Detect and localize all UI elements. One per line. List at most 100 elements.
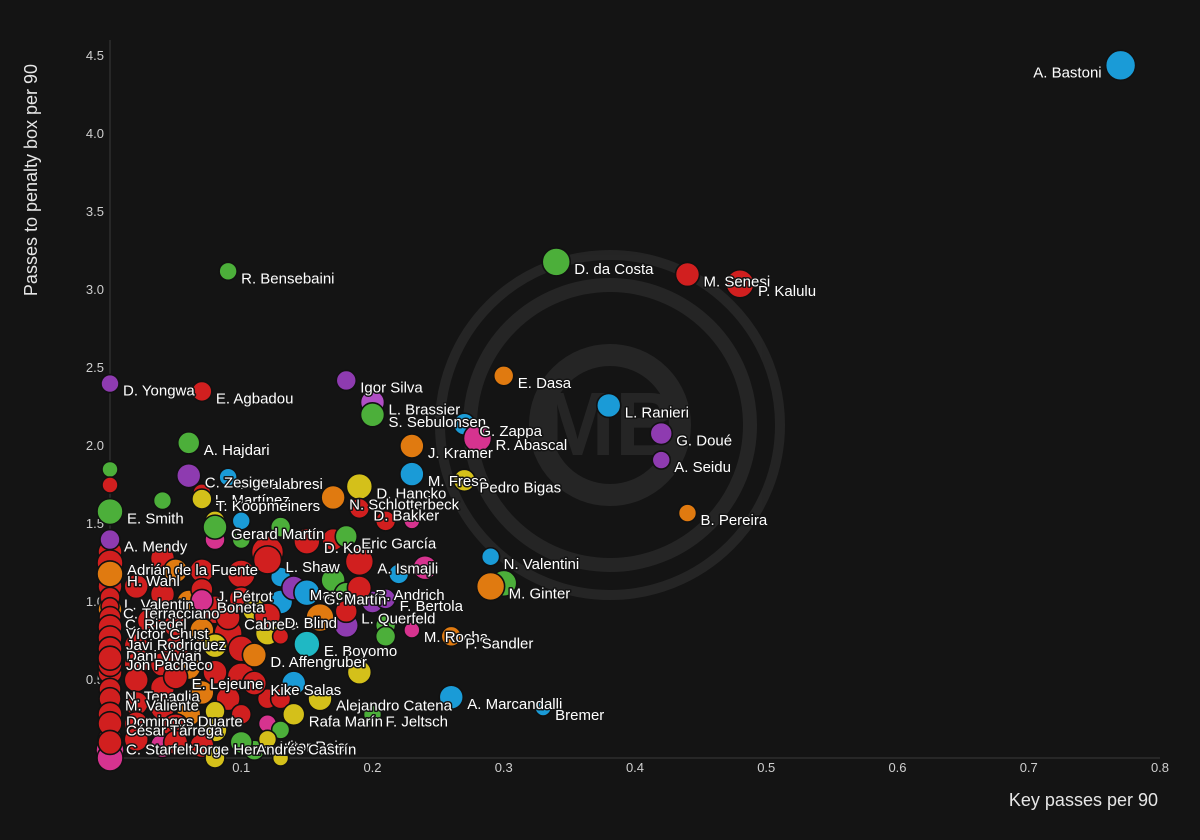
scatter-point <box>204 747 226 769</box>
point-label: Javi Rodríguez <box>126 637 226 654</box>
point-label: C. Riedel <box>125 617 187 634</box>
unlabeled-points <box>95 460 518 772</box>
point-label: J. Pétrot <box>217 589 274 606</box>
x-tick-label: 0.8 <box>1151 760 1169 775</box>
scatter-point <box>374 625 397 648</box>
scatter-point <box>253 602 282 630</box>
point-label: B. Pereira <box>701 512 768 529</box>
scatter-point <box>677 503 698 523</box>
scatter-point <box>136 607 163 634</box>
point-label: Bremer <box>555 707 604 724</box>
point-label: Alejandro Catena <box>336 698 453 715</box>
scatter-point <box>149 695 176 721</box>
scatter-point <box>162 664 189 690</box>
point-label: A. Mendy <box>124 539 188 556</box>
scatter-point <box>346 659 373 686</box>
point-label: M. Ginter <box>509 585 571 602</box>
point-label: G. Doué <box>676 433 732 450</box>
scatter-point <box>123 726 150 753</box>
point-label: A. Hajdari <box>204 442 270 459</box>
point-label: P. Sandler <box>465 635 533 652</box>
point-label: Cabrera <box>244 617 299 634</box>
scatter-point <box>725 268 755 299</box>
scatter-point <box>335 369 358 392</box>
point-label: A. Calabresi <box>241 476 323 493</box>
scatter-point <box>202 514 228 540</box>
scatter-point <box>362 704 383 725</box>
point-label: P. Kalulu <box>758 283 816 300</box>
scatter-point <box>215 604 241 631</box>
scatter-point <box>191 488 213 510</box>
scatter-point <box>152 490 173 511</box>
scatter-point <box>462 423 493 454</box>
scatter-point <box>348 497 371 520</box>
point-label: Rafa Marín <box>309 713 383 730</box>
scatter-point <box>387 563 410 585</box>
point-label: Dani Vivian <box>126 648 202 665</box>
point-label: Marco <box>310 587 352 604</box>
scatter-point <box>100 373 120 394</box>
scatter-point <box>475 571 506 602</box>
point-label: L. Ranieri <box>625 404 689 421</box>
scatter-point <box>334 599 359 624</box>
x-tick-label: 0.3 <box>495 760 513 775</box>
point-label: E. Dasa <box>518 375 572 392</box>
scatter-point <box>101 460 119 479</box>
scatter-point <box>305 602 335 633</box>
point-label: Eric García <box>361 535 437 552</box>
point-label: Gerard Martín <box>231 526 324 543</box>
point-label: Adrián de la Fuente <box>127 562 258 579</box>
scatter-point <box>399 461 425 487</box>
scatter-point <box>674 261 701 288</box>
point-label: G. Zappa <box>479 423 542 440</box>
scatter-point <box>202 632 228 659</box>
point-label: C. Terracciano <box>123 606 219 623</box>
y-tick-label: 3.5 <box>86 204 104 219</box>
x-axis-title: Key passes per 90 <box>1009 790 1158 810</box>
scatter-point <box>374 510 397 532</box>
scatter-point <box>280 670 307 696</box>
scatter-point <box>257 729 278 750</box>
scatter-point <box>269 516 292 538</box>
scatter-point <box>229 730 254 755</box>
x-tick-label: 0.6 <box>888 760 906 775</box>
point-label: R. Bensebaini <box>241 270 334 287</box>
y-tick-labels: 0.51.01.52.02.53.03.54.04.5 <box>86 48 104 687</box>
y-axis-title: Passes to penalty box per 90 <box>21 64 41 296</box>
scatter-point <box>97 729 123 756</box>
point-label: Vitor Reis <box>281 738 346 755</box>
scatter-point <box>595 392 622 419</box>
point-label: A. Seidu <box>674 459 731 476</box>
scatter-point <box>202 659 228 686</box>
scatter-point <box>359 401 386 428</box>
point-label: L. Valentin <box>124 596 194 613</box>
scatter-point <box>480 546 501 567</box>
scatter-point <box>438 684 465 710</box>
watermark-logo: MB <box>435 250 785 600</box>
point-label: L. Brassier <box>389 401 461 418</box>
y-tick-label: 3.0 <box>86 282 104 297</box>
x-tick-label: 0.2 <box>363 760 381 775</box>
point-label: E. Agbadou <box>216 390 294 407</box>
scatter-point <box>412 554 438 581</box>
point-label: N. Schlotterbeck <box>349 496 460 513</box>
scatter-point <box>218 261 238 282</box>
point-label: Jon Pacheco <box>126 657 213 674</box>
point-label: N. Valentini <box>504 556 580 573</box>
point-label: César Tárrega <box>126 723 223 740</box>
scatter-point <box>230 703 253 726</box>
point-label: M. Rocha <box>424 629 489 646</box>
scatter-point <box>189 679 215 706</box>
x-tick-labels: 0.1 0.2 0.3 0.4 0.5 0.6 0.7 0.8 <box>232 760 1169 775</box>
point-label: Andrés Castrín <box>256 741 356 758</box>
point-label: H. Wahl <box>127 573 180 590</box>
scatter-point <box>241 670 268 696</box>
scatter-point <box>293 630 321 658</box>
point-label: A. Ismajli <box>377 560 438 577</box>
scatter-point <box>346 575 373 601</box>
point-label: M. Valiente <box>125 698 199 715</box>
y-tick-label: 4.5 <box>86 48 104 63</box>
scatter-point <box>241 642 268 668</box>
